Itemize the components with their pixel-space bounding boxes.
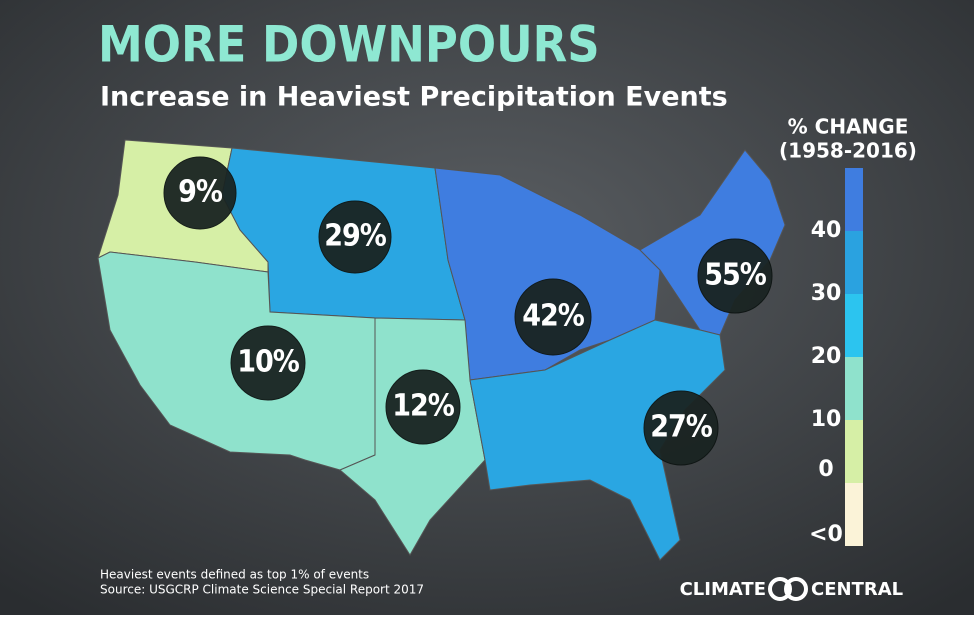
label-circle (230, 325, 306, 401)
region-label: 9% (178, 175, 223, 210)
region-label: 27% (650, 410, 713, 445)
legend-label: 30 (811, 281, 842, 306)
legend-swatch (845, 231, 863, 294)
region-label: 42% (522, 299, 585, 334)
label-circle (163, 156, 237, 230)
label-circle (697, 238, 773, 314)
legend-label: 20 (811, 344, 842, 369)
legend-swatch (845, 420, 863, 483)
legend-swatch (845, 483, 863, 546)
legend-label: <0 (809, 522, 843, 547)
legend-title: % CHANGE (788, 115, 909, 139)
label-circle (643, 390, 719, 466)
logo-text: CLIMATE (680, 579, 766, 600)
legend-swatch (845, 357, 863, 420)
region-label: 12% (392, 389, 455, 424)
region-label: 55% (704, 258, 767, 293)
label-circle (385, 369, 461, 445)
legend-subtitle: (1958-2016) (779, 139, 917, 163)
logo-mark (784, 577, 808, 601)
source: Source: USGCRP Climate Science Special R… (100, 583, 424, 597)
region-label: 29% (324, 219, 387, 254)
logo-mark (768, 577, 792, 601)
region-labels: 9% 29% 42% 55% 10% 12% 27% (163, 156, 773, 466)
legend-label: 0 (818, 457, 833, 482)
logo: CLIMATE CENTRAL (680, 577, 903, 601)
region-label: 10% (237, 345, 300, 380)
label-circle (318, 200, 392, 274)
legend-label: 40 (811, 218, 842, 243)
legend-swatch (845, 294, 863, 357)
legend-swatch (845, 168, 863, 231)
region-northeast (639, 149, 786, 336)
footnote: Heaviest events defined as top 1% of eve… (100, 568, 369, 582)
title: MORE DOWNPOURS (98, 16, 600, 74)
logo-text: CENTRAL (811, 579, 903, 600)
legend: % CHANGE (1958-2016) 40 30 20 10 0 <0 (779, 115, 917, 548)
legend-label: 10 (811, 407, 842, 432)
label-circle (514, 278, 592, 356)
subtitle: Increase in Heaviest Precipitation Event… (100, 82, 728, 113)
